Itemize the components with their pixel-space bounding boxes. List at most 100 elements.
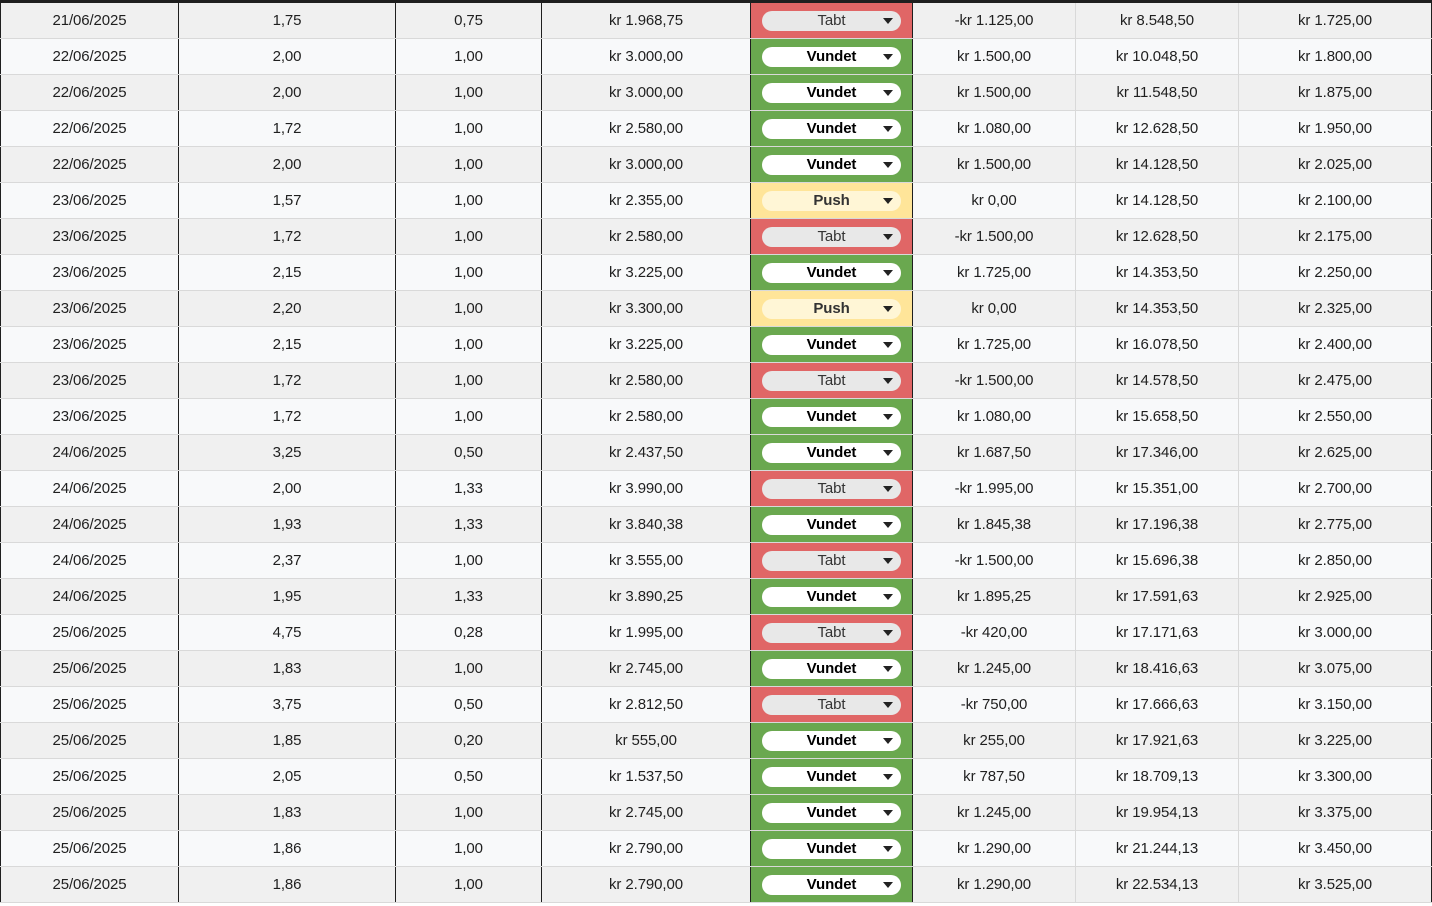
- cell-target[interactable]: kr 2.100,00: [1239, 183, 1432, 218]
- cell-stake[interactable]: 1,00: [396, 219, 542, 254]
- cell-date[interactable]: 23/06/2025: [0, 399, 179, 434]
- result-dropdown-chip[interactable]: Tabt: [762, 550, 901, 571]
- dropdown-arrow-icon[interactable]: [883, 521, 893, 528]
- cell-date[interactable]: 23/06/2025: [0, 183, 179, 218]
- cell-profit[interactable]: kr 1.500,00: [913, 147, 1076, 182]
- result-dropdown-chip[interactable]: Vundet: [762, 514, 901, 535]
- cell-stake[interactable]: 0,75: [396, 3, 542, 38]
- cell-odds[interactable]: 3,25: [179, 435, 396, 470]
- cell-odds[interactable]: 2,00: [179, 39, 396, 74]
- cell-payout[interactable]: kr 3.555,00: [542, 543, 751, 578]
- cell-stake[interactable]: 1,00: [396, 75, 542, 110]
- cell-stake[interactable]: 1,33: [396, 507, 542, 542]
- cell-date[interactable]: 25/06/2025: [0, 867, 179, 902]
- cell-odds[interactable]: 2,00: [179, 471, 396, 506]
- cell-payout[interactable]: kr 1.995,00: [542, 615, 751, 650]
- cell-result[interactable]: Push: [751, 183, 913, 218]
- cell-profit[interactable]: -kr 1.500,00: [913, 363, 1076, 398]
- cell-result[interactable]: Push: [751, 291, 913, 326]
- cell-balance[interactable]: kr 17.171,63: [1076, 615, 1239, 650]
- cell-date[interactable]: 25/06/2025: [0, 795, 179, 830]
- cell-target[interactable]: kr 2.475,00: [1239, 363, 1432, 398]
- cell-result[interactable]: Vundet: [751, 111, 913, 146]
- cell-payout[interactable]: kr 2.790,00: [542, 867, 751, 902]
- cell-profit[interactable]: kr 0,00: [913, 291, 1076, 326]
- cell-stake[interactable]: 0,50: [396, 759, 542, 794]
- cell-target[interactable]: kr 3.450,00: [1239, 831, 1432, 866]
- cell-target[interactable]: kr 3.075,00: [1239, 651, 1432, 686]
- cell-profit[interactable]: kr 0,00: [913, 183, 1076, 218]
- result-dropdown-chip[interactable]: Vundet: [762, 82, 901, 103]
- dropdown-arrow-icon[interactable]: [883, 17, 893, 24]
- cell-payout[interactable]: kr 3.225,00: [542, 327, 751, 362]
- cell-profit[interactable]: kr 1.080,00: [913, 399, 1076, 434]
- cell-payout[interactable]: kr 2.580,00: [542, 363, 751, 398]
- result-dropdown-chip[interactable]: Vundet: [762, 118, 901, 139]
- cell-profit[interactable]: kr 1.290,00: [913, 831, 1076, 866]
- result-dropdown-chip[interactable]: Vundet: [762, 874, 901, 895]
- cell-profit[interactable]: kr 1.245,00: [913, 795, 1076, 830]
- cell-payout[interactable]: kr 3.225,00: [542, 255, 751, 290]
- cell-result[interactable]: Tabt: [751, 3, 913, 38]
- cell-date[interactable]: 24/06/2025: [0, 435, 179, 470]
- result-dropdown-chip[interactable]: Vundet: [762, 838, 901, 859]
- cell-balance[interactable]: kr 10.048,50: [1076, 39, 1239, 74]
- cell-result[interactable]: Vundet: [751, 651, 913, 686]
- cell-profit[interactable]: kr 1.725,00: [913, 255, 1076, 290]
- cell-date[interactable]: 22/06/2025: [0, 147, 179, 182]
- cell-stake[interactable]: 1,00: [396, 39, 542, 74]
- cell-target[interactable]: kr 2.625,00: [1239, 435, 1432, 470]
- dropdown-arrow-icon[interactable]: [883, 269, 893, 276]
- cell-stake[interactable]: 1,00: [396, 831, 542, 866]
- result-dropdown-chip[interactable]: Tabt: [762, 370, 901, 391]
- cell-stake[interactable]: 0,50: [396, 687, 542, 722]
- cell-profit[interactable]: kr 1.500,00: [913, 75, 1076, 110]
- cell-date[interactable]: 25/06/2025: [0, 687, 179, 722]
- cell-target[interactable]: kr 2.250,00: [1239, 255, 1432, 290]
- cell-profit[interactable]: -kr 1.995,00: [913, 471, 1076, 506]
- cell-date[interactable]: 24/06/2025: [0, 543, 179, 578]
- cell-date[interactable]: 23/06/2025: [0, 363, 179, 398]
- cell-balance[interactable]: kr 22.534,13: [1076, 867, 1239, 902]
- cell-result[interactable]: Vundet: [751, 867, 913, 902]
- cell-payout[interactable]: kr 2.812,50: [542, 687, 751, 722]
- cell-target[interactable]: kr 1.875,00: [1239, 75, 1432, 110]
- dropdown-arrow-icon[interactable]: [883, 665, 893, 672]
- cell-odds[interactable]: 2,37: [179, 543, 396, 578]
- cell-result[interactable]: Vundet: [751, 507, 913, 542]
- cell-result[interactable]: Vundet: [751, 327, 913, 362]
- cell-balance[interactable]: kr 18.709,13: [1076, 759, 1239, 794]
- cell-target[interactable]: kr 1.725,00: [1239, 3, 1432, 38]
- cell-result[interactable]: Tabt: [751, 543, 913, 578]
- cell-profit[interactable]: kr 1.500,00: [913, 39, 1076, 74]
- cell-odds[interactable]: 2,00: [179, 75, 396, 110]
- result-dropdown-chip[interactable]: Tabt: [762, 226, 901, 247]
- cell-date[interactable]: 24/06/2025: [0, 579, 179, 614]
- cell-result[interactable]: Tabt: [751, 687, 913, 722]
- cell-target[interactable]: kr 1.950,00: [1239, 111, 1432, 146]
- result-dropdown-chip[interactable]: Vundet: [762, 406, 901, 427]
- dropdown-arrow-icon[interactable]: [883, 125, 893, 132]
- cell-odds[interactable]: 1,83: [179, 651, 396, 686]
- cell-odds[interactable]: 1,75: [179, 3, 396, 38]
- cell-result[interactable]: Vundet: [751, 75, 913, 110]
- dropdown-arrow-icon[interactable]: [883, 341, 893, 348]
- cell-odds[interactable]: 1,86: [179, 831, 396, 866]
- cell-profit[interactable]: kr 255,00: [913, 723, 1076, 758]
- cell-payout[interactable]: kr 3.000,00: [542, 75, 751, 110]
- cell-target[interactable]: kr 2.400,00: [1239, 327, 1432, 362]
- cell-odds[interactable]: 1,83: [179, 795, 396, 830]
- cell-payout[interactable]: kr 3.890,25: [542, 579, 751, 614]
- result-dropdown-chip[interactable]: Vundet: [762, 262, 901, 283]
- cell-date[interactable]: 24/06/2025: [0, 507, 179, 542]
- cell-balance[interactable]: kr 12.628,50: [1076, 219, 1239, 254]
- cell-balance[interactable]: kr 14.128,50: [1076, 183, 1239, 218]
- cell-balance[interactable]: kr 19.954,13: [1076, 795, 1239, 830]
- cell-odds[interactable]: 1,72: [179, 399, 396, 434]
- cell-result[interactable]: Vundet: [751, 759, 913, 794]
- cell-odds[interactable]: 2,20: [179, 291, 396, 326]
- result-dropdown-chip[interactable]: Tabt: [762, 694, 901, 715]
- cell-balance[interactable]: kr 18.416,63: [1076, 651, 1239, 686]
- dropdown-arrow-icon[interactable]: [883, 413, 893, 420]
- cell-stake[interactable]: 1,00: [396, 111, 542, 146]
